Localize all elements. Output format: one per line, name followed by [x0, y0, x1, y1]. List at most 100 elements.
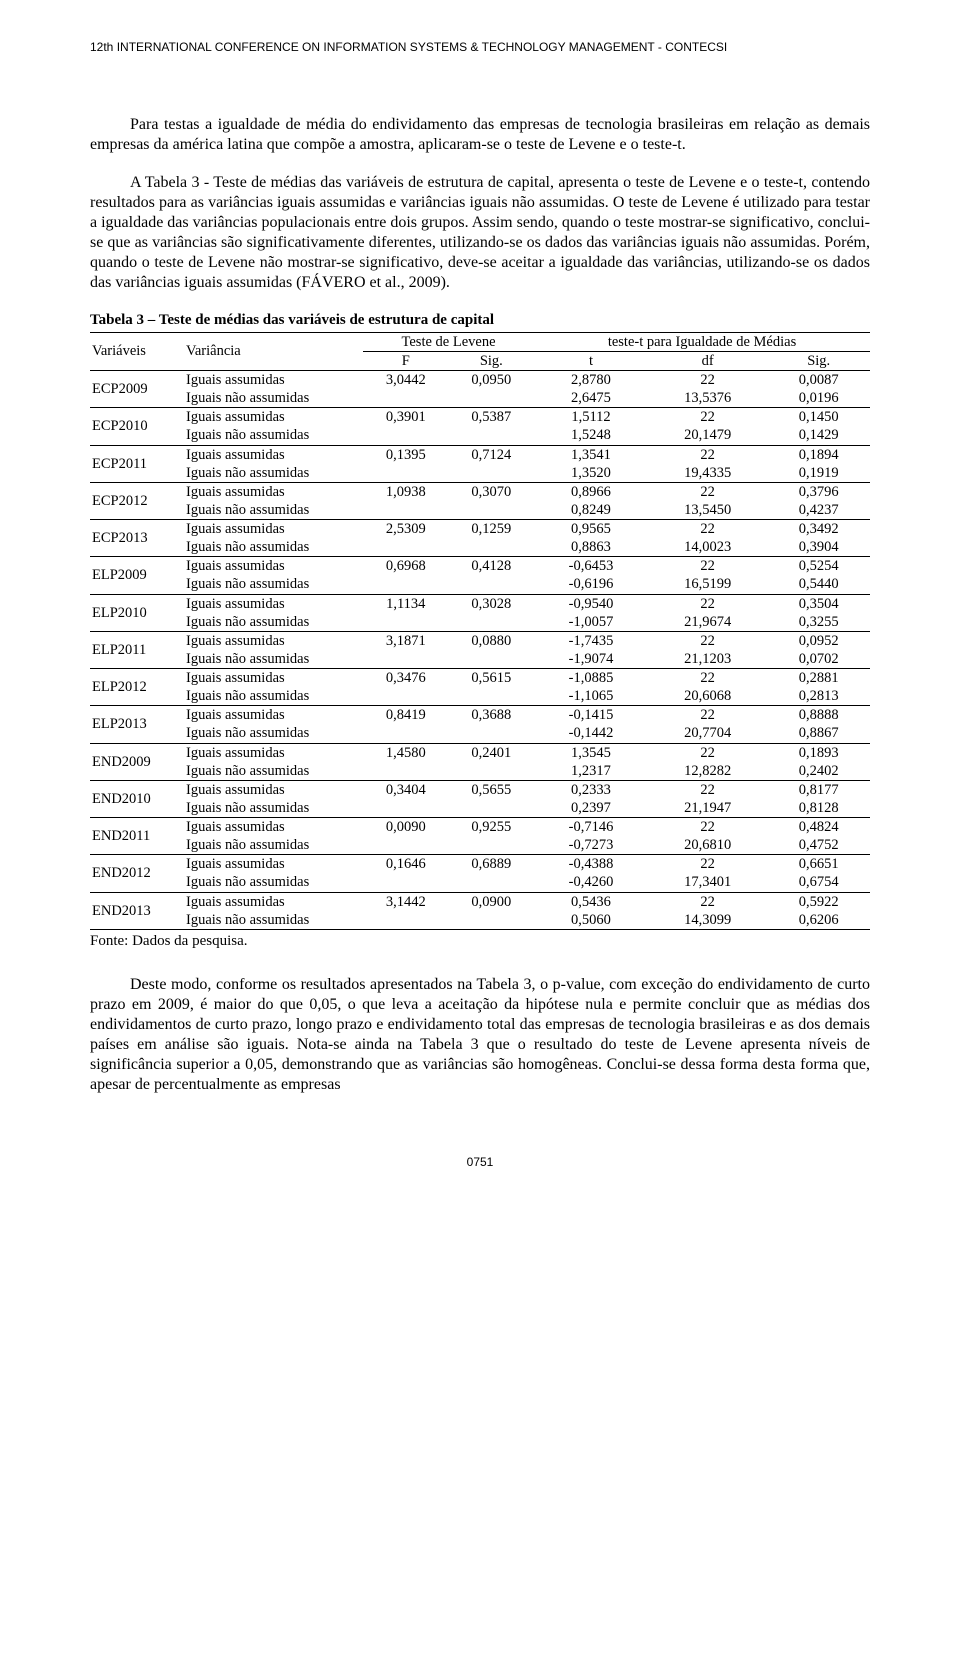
t1-cell: 0,9565: [534, 520, 648, 539]
sig1-cell: 0,1450: [767, 408, 870, 427]
sig1-cell: 0,0087: [767, 371, 870, 390]
var-cell: END2013: [90, 892, 184, 929]
sig1-cell: 0,8888: [767, 706, 870, 725]
variance-cell: Iguais não assumidas: [184, 389, 363, 408]
table-row: Iguais não assumidas0,239721,19470,8128: [90, 799, 870, 818]
table-row: ELP2010Iguais assumidas1,11340,3028-0,95…: [90, 594, 870, 613]
df1-cell: 22: [648, 669, 767, 688]
variance-cell: Iguais não assumidas: [184, 501, 363, 520]
variance-cell: Iguais assumidas: [184, 892, 363, 911]
f-cell: 0,3476: [363, 669, 449, 688]
variance-cell: Iguais não assumidas: [184, 538, 363, 557]
df2-cell: 14,3099: [648, 911, 767, 930]
f-cell: [363, 575, 449, 594]
t2-cell: -0,7273: [534, 836, 648, 855]
sigl-cell: 0,5655: [449, 780, 535, 799]
sig1-cell: 0,8177: [767, 780, 870, 799]
table-row: Iguais não assumidas0,824913,54500,4237: [90, 501, 870, 520]
sig1-cell: 0,3796: [767, 482, 870, 501]
col-f: F: [363, 351, 449, 370]
t1-cell: 0,2333: [534, 780, 648, 799]
var-cell: ECP2011: [90, 445, 184, 482]
table-row: Iguais não assumidas-0,619616,51990,5440: [90, 575, 870, 594]
table-row: END2009Iguais assumidas1,45800,24011,354…: [90, 743, 870, 762]
df1-cell: 22: [648, 520, 767, 539]
f-cell: 3,1871: [363, 631, 449, 650]
sigl-cell: [449, 613, 535, 632]
sig2-cell: 0,6754: [767, 873, 870, 892]
t1-cell: -0,6453: [534, 557, 648, 576]
variance-cell: Iguais assumidas: [184, 482, 363, 501]
df1-cell: 22: [648, 482, 767, 501]
var-cell: END2009: [90, 743, 184, 780]
col-sig: Sig.: [449, 351, 535, 370]
sigl-cell: [449, 724, 535, 743]
table-row: ELP2011Iguais assumidas3,18710,0880-1,74…: [90, 631, 870, 650]
sigl-cell: [449, 464, 535, 483]
f-cell: [363, 389, 449, 408]
df1-cell: 22: [648, 557, 767, 576]
col-df: df: [648, 351, 767, 370]
t1-cell: -0,9540: [534, 594, 648, 613]
t2-cell: -1,1065: [534, 687, 648, 706]
df2-cell: 20,1479: [648, 426, 767, 445]
variance-cell: Iguais não assumidas: [184, 762, 363, 781]
f-cell: 0,6968: [363, 557, 449, 576]
variance-cell: Iguais não assumidas: [184, 613, 363, 632]
sig1-cell: 0,0952: [767, 631, 870, 650]
col-variaveis: Variáveis: [90, 332, 184, 370]
variance-cell: Iguais assumidas: [184, 408, 363, 427]
var-cell: END2011: [90, 818, 184, 855]
t2-cell: -0,6196: [534, 575, 648, 594]
sigl-cell: 0,3688: [449, 706, 535, 725]
sigl-cell: 0,5615: [449, 669, 535, 688]
t1-cell: 0,5436: [534, 892, 648, 911]
t1-cell: -1,0885: [534, 669, 648, 688]
sig2-cell: 0,0196: [767, 389, 870, 408]
sigl-cell: [449, 911, 535, 930]
table-row: END2012Iguais assumidas0,16460,6889-0,43…: [90, 855, 870, 874]
table-row: Iguais não assumidas-1,106520,60680,2813: [90, 687, 870, 706]
sigl-cell: [449, 873, 535, 892]
sigl-cell: [449, 687, 535, 706]
t1-cell: 1,3541: [534, 445, 648, 464]
f-cell: [363, 501, 449, 520]
t1-cell: -0,7146: [534, 818, 648, 837]
sigl-cell: 0,3070: [449, 482, 535, 501]
variance-cell: Iguais não assumidas: [184, 687, 363, 706]
sigl-cell: 0,9255: [449, 818, 535, 837]
table-row: Iguais não assumidas-1,907421,12030,0702: [90, 650, 870, 669]
table-row: ELP2012Iguais assumidas0,34760,5615-1,08…: [90, 669, 870, 688]
col-levene: Teste de Levene: [363, 332, 534, 351]
sig2-cell: 0,3904: [767, 538, 870, 557]
sig2-cell: 0,6206: [767, 911, 870, 930]
t1-cell: -0,1415: [534, 706, 648, 725]
variance-cell: Iguais não assumidas: [184, 836, 363, 855]
sigl-cell: [449, 762, 535, 781]
table-row: Iguais não assumidas0,886314,00230,3904: [90, 538, 870, 557]
sig1-cell: 0,4824: [767, 818, 870, 837]
variance-cell: Iguais assumidas: [184, 631, 363, 650]
sig2-cell: 0,8867: [767, 724, 870, 743]
t2-cell: -0,1442: [534, 724, 648, 743]
df2-cell: 20,6068: [648, 687, 767, 706]
sigl-cell: 0,0950: [449, 371, 535, 390]
variance-cell: Iguais assumidas: [184, 669, 363, 688]
f-cell: [363, 836, 449, 855]
f-cell: [363, 464, 449, 483]
table-row: Iguais não assumidas0,506014,30990,6206: [90, 911, 870, 930]
df2-cell: 20,7704: [648, 724, 767, 743]
df2-cell: 12,8282: [648, 762, 767, 781]
f-cell: [363, 613, 449, 632]
df2-cell: 21,1203: [648, 650, 767, 669]
sig2-cell: 0,1429: [767, 426, 870, 445]
f-cell: 0,3404: [363, 780, 449, 799]
var-cell: ECP2012: [90, 482, 184, 519]
df2-cell: 13,5376: [648, 389, 767, 408]
df2-cell: 20,6810: [648, 836, 767, 855]
variance-cell: Iguais não assumidas: [184, 650, 363, 669]
table-row: Iguais não assumidas1,231712,82820,2402: [90, 762, 870, 781]
sigl-cell: [449, 799, 535, 818]
col-ttest: teste-t para Igualdade de Médias: [534, 332, 870, 351]
df1-cell: 22: [648, 780, 767, 799]
